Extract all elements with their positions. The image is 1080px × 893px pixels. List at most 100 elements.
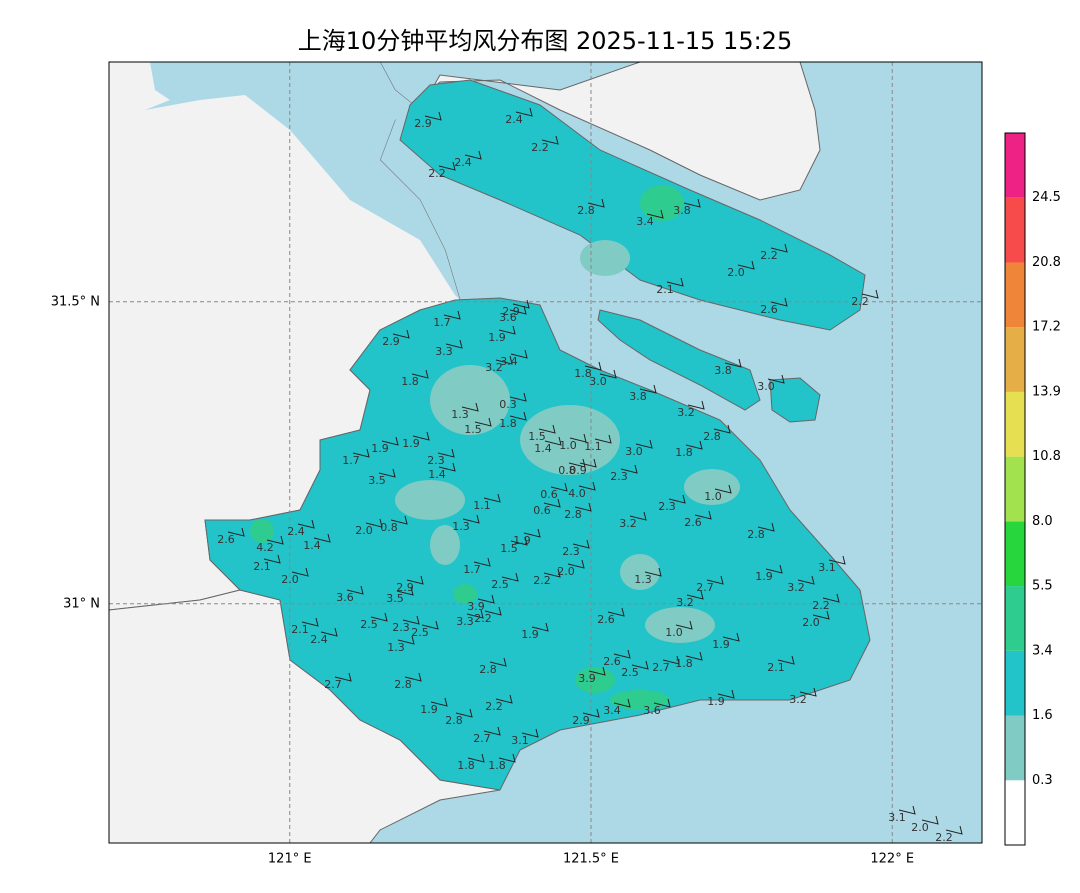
barb-staff <box>406 575 424 585</box>
station-value: 2.9 <box>572 714 590 727</box>
station-value: 1.7 <box>433 316 451 329</box>
wind-barb <box>714 484 732 494</box>
wind-barb <box>473 557 491 567</box>
station-value: 1.9 <box>755 570 773 583</box>
wind-barb <box>717 689 735 699</box>
barb-staff <box>538 424 556 434</box>
barb-staff <box>291 567 309 577</box>
barb-staff <box>568 458 586 468</box>
wind-barb <box>722 632 740 642</box>
station-value: 1.8 <box>675 657 693 670</box>
wind-barb <box>531 622 549 632</box>
barb-staff <box>644 567 662 577</box>
station-value: 1.7 <box>342 454 360 467</box>
barb-staff <box>489 657 507 667</box>
station-value: 3.5 <box>368 474 386 487</box>
station-value: 3.3 <box>456 615 474 628</box>
wind-barb <box>501 572 519 582</box>
wind-barb <box>639 384 657 394</box>
barb-staff <box>639 384 657 394</box>
wind-barb <box>365 518 383 528</box>
calm-area <box>520 405 620 475</box>
barb-staff <box>550 482 568 492</box>
wind-barb <box>822 593 840 603</box>
station-value: 2.8 <box>479 663 497 676</box>
station-value: 3.5 <box>386 592 404 605</box>
barb-staff <box>687 400 705 410</box>
calm-area <box>430 365 510 435</box>
wind-barb <box>477 594 495 604</box>
station-value: 1.0 <box>559 439 577 452</box>
station-value: 2.4 <box>454 156 472 169</box>
wind-barb <box>406 575 424 585</box>
barb-staff <box>483 726 501 736</box>
wind-barb <box>543 498 561 508</box>
barb-staff <box>523 528 541 538</box>
barb-staff <box>572 539 590 549</box>
wind-barb <box>662 655 680 665</box>
wind-barb <box>291 567 309 577</box>
station-value: 1.0 <box>665 626 683 639</box>
wind-barb <box>685 651 703 661</box>
hengsha-island <box>769 377 821 423</box>
barb-staff <box>613 649 631 659</box>
calm-area <box>620 554 660 590</box>
station-value: 2.5 <box>491 578 509 591</box>
wind-barb <box>550 482 568 492</box>
barb-staff <box>724 358 742 368</box>
colorbar-bin <box>1005 650 1025 716</box>
wind-barb <box>620 464 638 474</box>
colorbar-label: 20.8 <box>1032 255 1061 270</box>
barb-staff <box>510 536 528 546</box>
station-value: 2.0 <box>355 524 373 537</box>
barb-staff <box>861 289 879 299</box>
colorbar-bin <box>1005 521 1025 587</box>
calm-area <box>684 469 740 505</box>
colorbar-label: 3.4 <box>1032 643 1053 658</box>
barb-staff <box>635 439 653 449</box>
wind-barb <box>392 329 410 339</box>
station-value: 3.1 <box>818 561 836 574</box>
wind-barb <box>828 555 846 565</box>
station-value: 1.8 <box>488 759 506 772</box>
barb-staff <box>770 297 788 307</box>
station-value: 1.7 <box>463 563 481 576</box>
station-value: 2.3 <box>392 621 410 634</box>
barb-staff <box>346 585 364 595</box>
barb-staff <box>569 433 587 443</box>
station-value: 1.8 <box>457 759 475 772</box>
station-value: 2.8 <box>394 678 412 691</box>
station-value: 2.2 <box>485 700 503 713</box>
station-value: 3.8 <box>714 364 732 377</box>
station-value: 3.4 <box>636 215 654 228</box>
station-value: 0.8 <box>558 464 576 477</box>
calm-area <box>580 240 630 276</box>
station-value: 2.1 <box>767 661 785 674</box>
wind-barb <box>495 355 513 365</box>
barb-staff <box>685 651 703 661</box>
barb-staff <box>495 355 513 365</box>
wind-barb <box>599 369 617 379</box>
barb-staff <box>263 554 281 564</box>
breezy-area <box>250 519 274 543</box>
barb-staff <box>477 594 495 604</box>
colorbar-label: 10.8 <box>1032 449 1061 464</box>
barb-staff <box>392 329 410 339</box>
barb-staff <box>381 436 399 446</box>
y-tick-label: 31° N <box>63 596 100 611</box>
wind-barb <box>594 434 612 444</box>
barb-staff <box>396 586 414 596</box>
station-value: 3.9 <box>467 600 485 613</box>
wind-barb <box>462 514 480 524</box>
station-value: 1.9 <box>420 703 438 716</box>
barb-staff <box>378 468 396 478</box>
wind-barb <box>687 400 705 410</box>
wind-barb <box>334 672 352 682</box>
barb-staff <box>757 522 775 532</box>
station-value: 3.0 <box>625 445 643 458</box>
wind-barb <box>812 610 830 620</box>
station-value: 2.0 <box>557 565 575 578</box>
wind-barb <box>767 374 785 384</box>
wind-barb <box>653 698 671 708</box>
barb-staff <box>620 464 638 474</box>
